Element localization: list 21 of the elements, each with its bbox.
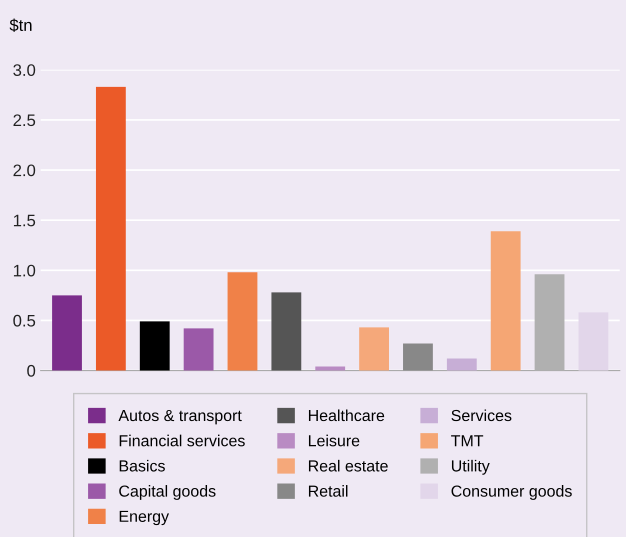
- y-tick-label: 2.5: [14, 114, 36, 126]
- legend-label: Healthcare: [308, 409, 384, 422]
- y-tick-label: 1.5: [14, 214, 36, 226]
- y-tick-label: 0: [27, 364, 36, 377]
- legend-label: Autos & transport: [118, 410, 242, 424]
- y-tick-label: 1.0: [14, 264, 36, 276]
- y-axis-title: $tn: [10, 18, 32, 32]
- y-tick-label: 3.0: [13, 64, 36, 76]
- legend-label: Basics: [120, 460, 165, 472]
- legend-label: Financial services: [120, 434, 245, 446]
- y-tick-label: 2.0: [14, 164, 36, 176]
- legend-label: Leisure: [308, 434, 360, 446]
- legend-label: TMT: [451, 435, 484, 446]
- legend-label: Services: [451, 409, 512, 422]
- legend-label: Consumer goods: [452, 485, 572, 500]
- legend-label: Retail: [308, 485, 348, 497]
- legend-label: Energy: [120, 510, 169, 526]
- legend-label: Real estate: [308, 460, 388, 472]
- legend-label: Utility: [452, 460, 490, 475]
- y-tick-label: 0.5: [13, 314, 36, 327]
- legend-label: Capital goods: [119, 485, 216, 500]
